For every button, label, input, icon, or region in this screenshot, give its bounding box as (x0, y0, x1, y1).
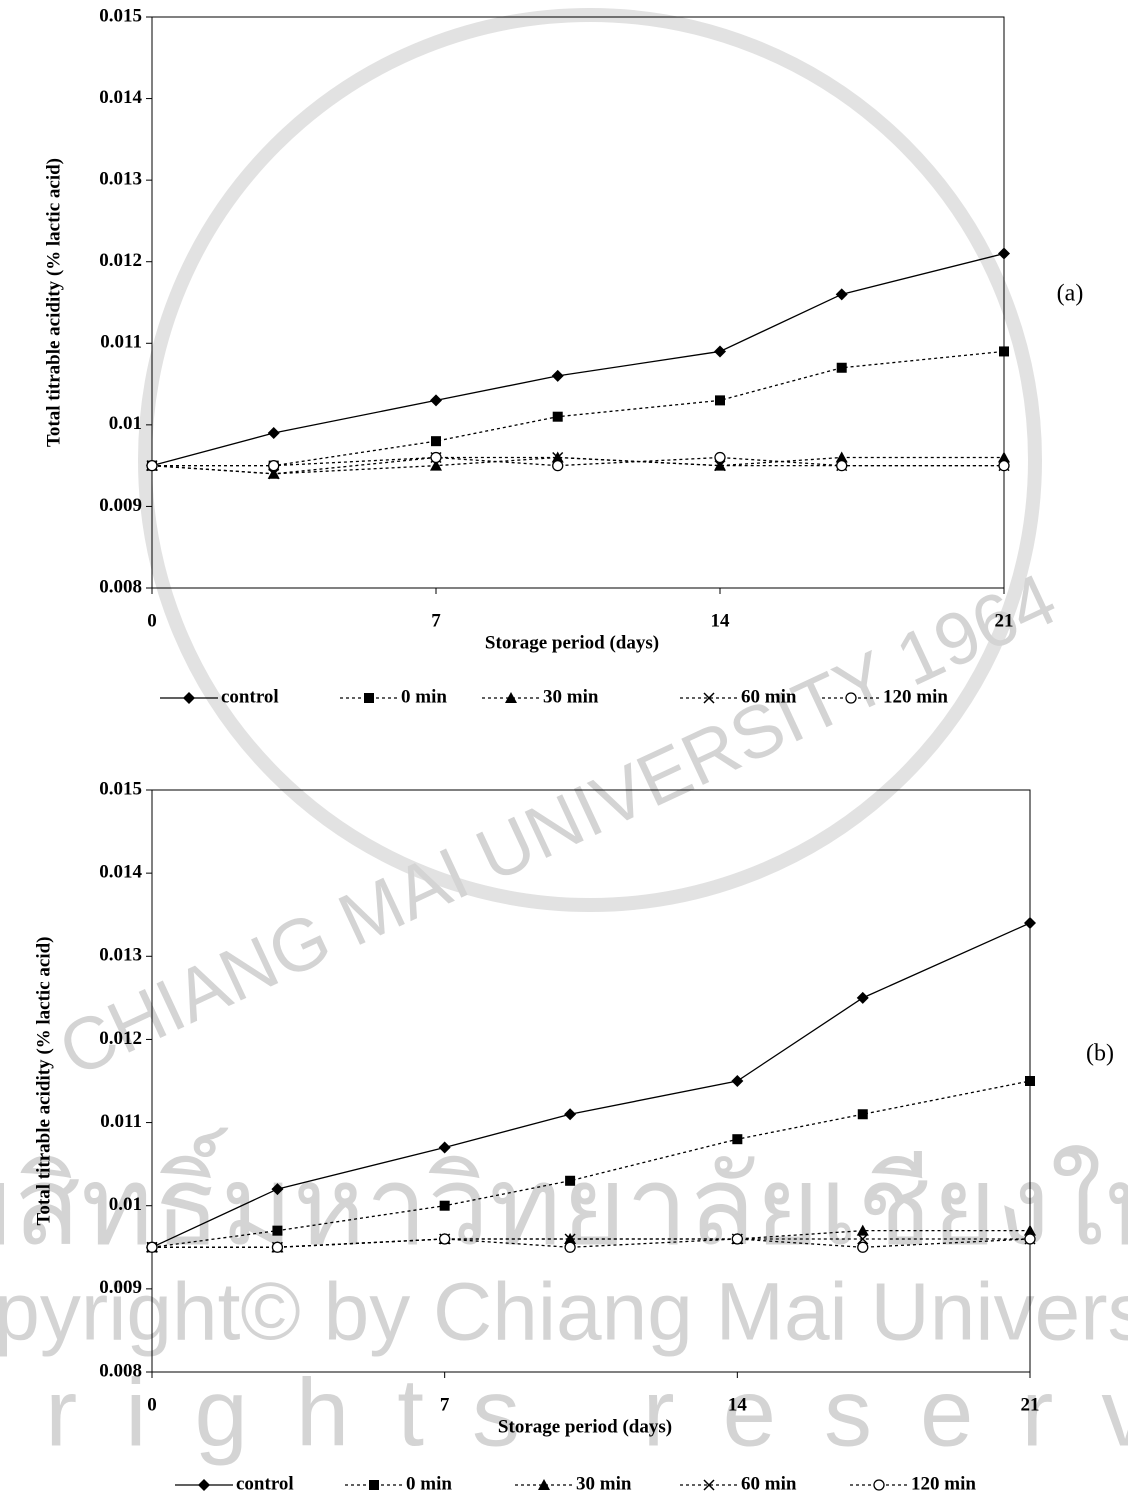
x-tick-label: 14 (728, 1394, 748, 1415)
marker (714, 345, 726, 357)
marker (1024, 917, 1036, 929)
marker (147, 1242, 157, 1252)
legend-label: 60 min (741, 686, 797, 707)
marker (272, 1242, 282, 1252)
marker (440, 1201, 450, 1211)
x-tick-label: 7 (431, 610, 441, 631)
x-tick-label: 21 (1021, 1394, 1040, 1415)
marker (268, 427, 280, 439)
legend-label: 30 min (543, 686, 599, 707)
y-tick-label: 0.015 (99, 778, 142, 799)
marker (369, 1480, 379, 1490)
series-line (152, 254, 1004, 466)
x-tick-label: 14 (711, 610, 731, 631)
marker (837, 363, 847, 373)
marker (431, 436, 441, 446)
watermark-copyright: Copyright© by Chiang Mai University (0, 1267, 1128, 1358)
marker (269, 461, 279, 471)
marker (198, 1479, 210, 1491)
annotation: (a) (1057, 281, 1084, 307)
marker (553, 412, 563, 422)
marker (999, 346, 1009, 356)
marker (1025, 1076, 1035, 1086)
x-tick-label: 0 (147, 1394, 157, 1415)
legend-label: 120 min (883, 686, 948, 707)
x-tick-label: 0 (147, 610, 157, 631)
marker (837, 461, 847, 471)
marker (732, 1234, 742, 1244)
marker (732, 1134, 742, 1144)
marker (430, 394, 442, 406)
y-axis-label: Total titrable acidity (% lactic acid) (33, 937, 54, 1226)
marker (553, 461, 563, 471)
plot-frame (152, 17, 1004, 588)
marker (272, 1226, 282, 1236)
watermark: ลิขสิทธิ์มหาวิทยาลัยเชียงใหม่ CHIANG MAI… (0, 15, 1128, 1466)
x-axis-label: Storage period (days) (485, 632, 659, 653)
marker (998, 248, 1010, 260)
marker (858, 1109, 868, 1119)
legend-label: 120 min (911, 1473, 976, 1494)
y-tick-label: 0.015 (99, 5, 142, 26)
legend-label: 60 min (741, 1473, 797, 1494)
marker (183, 692, 195, 704)
marker (552, 370, 564, 382)
legend-label: 0 min (406, 1473, 452, 1494)
legend-label: control (236, 1473, 294, 1494)
x-tick-label: 7 (440, 1394, 450, 1415)
marker (364, 693, 374, 703)
watermark-rights: All rights reserved (0, 1359, 1128, 1466)
marker (565, 1176, 575, 1186)
marker (836, 288, 848, 300)
marker (440, 1234, 450, 1244)
marker (858, 1242, 868, 1252)
y-tick-label: 0.012 (99, 1028, 142, 1049)
marker (715, 395, 725, 405)
y-tick-label: 0.009 (99, 1277, 142, 1298)
x-tick-label: 21 (995, 610, 1014, 631)
legend-label: 30 min (576, 1473, 632, 1494)
y-tick-label: 0.012 (99, 250, 142, 271)
marker (565, 1242, 575, 1252)
y-tick-label: 0.011 (100, 1111, 142, 1132)
y-axis-label: Total titrable acidity (% lactic acid) (43, 158, 64, 447)
marker (874, 1480, 884, 1490)
figure: ลิขสิทธิ์มหาวิทยาลัยเชียงใหม่ CHIANG MAI… (0, 0, 1128, 1499)
marker (431, 452, 441, 462)
marker (999, 461, 1009, 471)
legend-label: control (221, 686, 279, 707)
marker (846, 693, 856, 703)
marker (857, 992, 869, 1004)
series-line (152, 351, 1004, 465)
y-tick-label: 0.014 (99, 862, 142, 883)
y-tick-label: 0.013 (99, 945, 142, 966)
marker (715, 452, 725, 462)
y-tick-label: 0.013 (99, 169, 142, 190)
y-tick-label: 0.01 (109, 413, 142, 434)
y-tick-label: 0.01 (109, 1194, 142, 1215)
y-tick-label: 0.011 (100, 332, 142, 353)
y-tick-label: 0.008 (99, 576, 142, 597)
page: ลิขสิทธิ์มหาวิทยาลัยเชียงใหม่ CHIANG MAI… (0, 0, 1128, 1499)
marker (147, 461, 157, 471)
y-tick-label: 0.009 (99, 495, 142, 516)
marker (564, 1108, 576, 1120)
y-tick-label: 0.008 (99, 1360, 142, 1381)
y-tick-label: 0.014 (99, 87, 142, 108)
legend-label: 0 min (401, 686, 447, 707)
x-axis-label: Storage period (days) (498, 1416, 672, 1437)
watermark-thai: ลิขสิทธิ์มหาวิทยาลัยเชียงใหม่ (0, 1127, 1128, 1268)
marker (731, 1075, 743, 1087)
marker (1025, 1234, 1035, 1244)
annotation: (b) (1086, 1041, 1114, 1067)
